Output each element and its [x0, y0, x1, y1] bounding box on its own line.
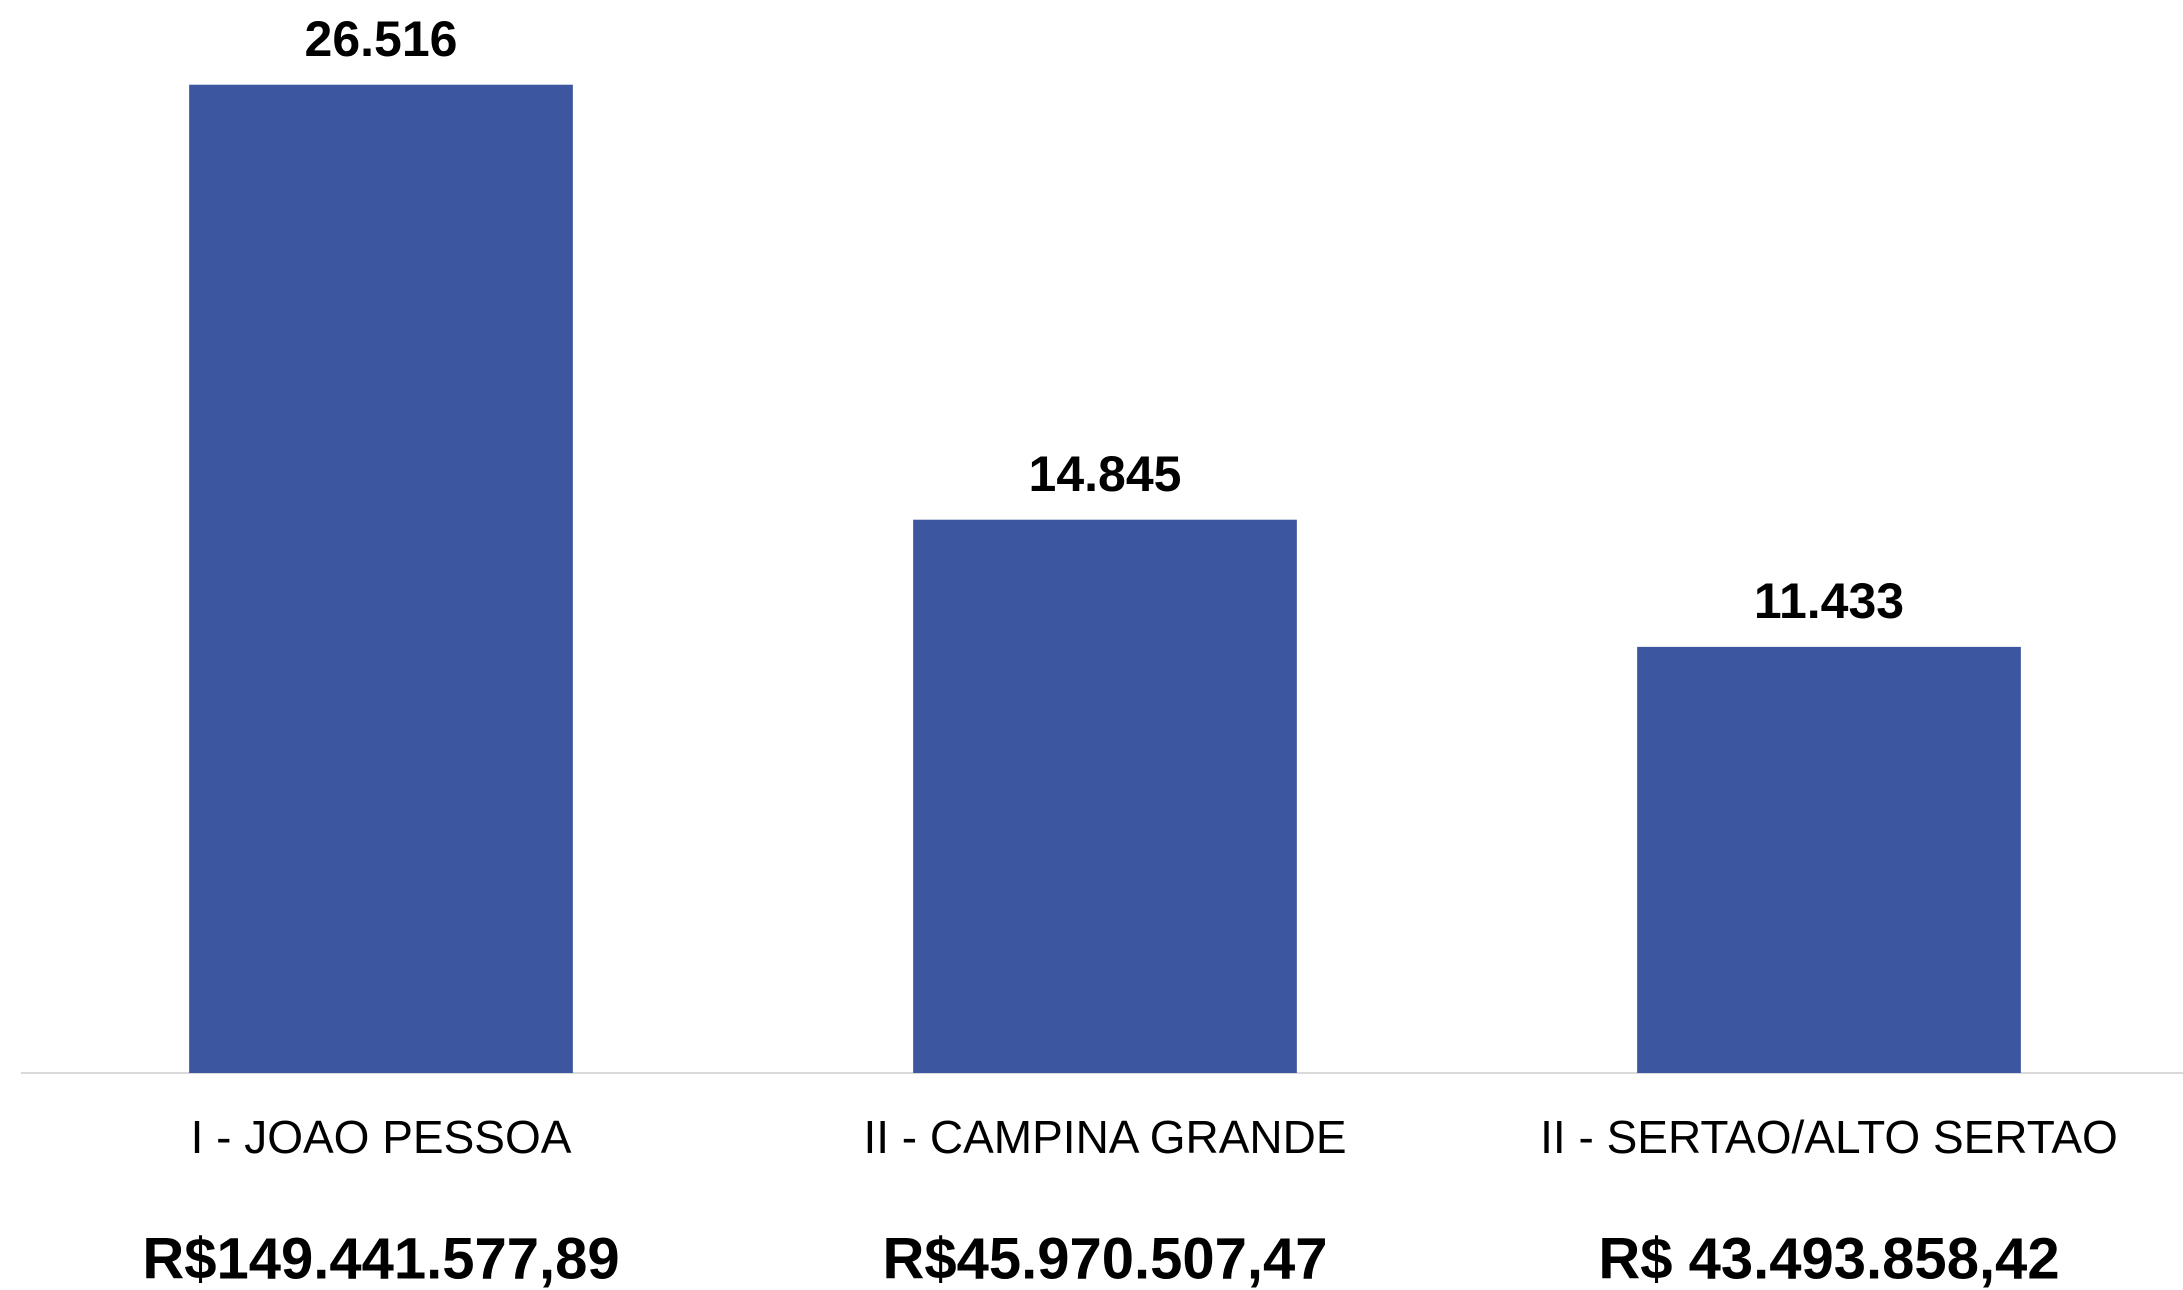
x-tick-label: II - CAMPINA GRANDE: [863, 1111, 1346, 1163]
bar: [913, 519, 1297, 1073]
value-label: 14.845: [1029, 446, 1182, 502]
value-label: 11.433: [1754, 573, 1904, 629]
category-note: R$ 43.493.858,42: [1598, 1226, 2059, 1290]
value-label: 26.516: [305, 11, 458, 67]
x-tick-label: II - SERTAO/ALTO SERTAO: [1540, 1111, 2118, 1163]
category-note: R$45.970.507,47: [882, 1226, 1327, 1290]
category-note: R$149.441.577,89: [142, 1226, 619, 1290]
x-tick-label: I - JOAO PESSOA: [191, 1111, 572, 1163]
bar: [1637, 646, 2021, 1073]
bar: [189, 84, 573, 1073]
